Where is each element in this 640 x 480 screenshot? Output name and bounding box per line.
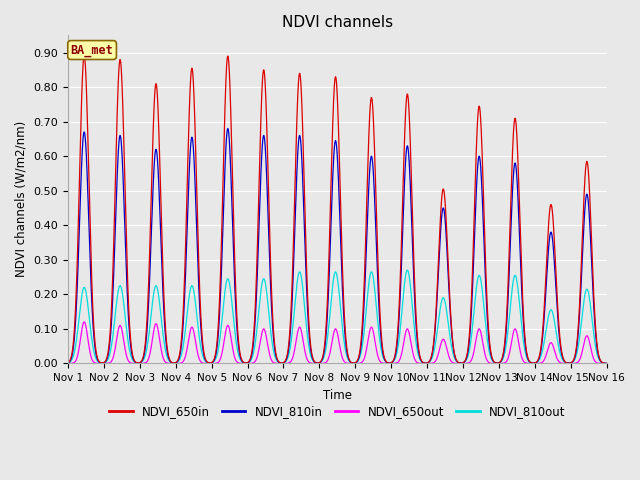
NDVI_650in [174,358,182,363]
NDVI_810in [488,356,496,362]
NDVI_650in [601,360,609,366]
NDVI_650out [603,360,611,366]
NDVI_650out [64,360,72,366]
NDVI_810out [603,360,611,366]
NDVI_650in [488,355,496,360]
NDVI_650out [179,359,187,364]
X-axis label: Time: Time [323,389,352,402]
Legend: NDVI_650in, NDVI_810in, NDVI_650out, NDVI_810out: NDVI_650in, NDVI_810in, NDVI_650out, NDV… [104,401,570,423]
NDVI_810in [173,359,181,364]
NDVI_650out [174,360,182,366]
NDVI_810out [64,360,72,366]
NDVI_810in [64,360,72,366]
NDVI_810in [603,360,611,366]
Y-axis label: NDVI channels (W/m2/nm): NDVI channels (W/m2/nm) [15,121,28,277]
NDVI_650out [266,352,273,358]
Title: NDVI channels: NDVI channels [282,15,393,30]
NDVI_650in [266,231,273,237]
NDVI_810out [266,318,273,324]
Line: NDVI_810in: NDVI_810in [68,129,607,363]
NDVI_810out [173,359,181,365]
NDVI_650in [603,360,611,366]
NDVI_810in [412,314,419,320]
NDVI_810in [601,360,609,366]
Text: BA_met: BA_met [71,44,113,57]
NDVI_810out [601,360,609,366]
NDVI_810out [403,267,411,273]
NDVI_650in [81,53,88,59]
NDVI_810in [179,320,187,326]
NDVI_650out [488,360,496,366]
NDVI_810in [266,260,273,266]
Line: NDVI_810out: NDVI_810out [68,270,607,363]
Line: NDVI_650out: NDVI_650out [68,322,607,363]
NDVI_650in [412,304,419,310]
NDVI_810out [179,343,187,349]
NDVI_650out [601,360,609,366]
NDVI_810out [488,357,496,363]
NDVI_650in [179,306,187,312]
NDVI_650out [412,358,419,364]
NDVI_650in [64,360,72,365]
NDVI_810out [412,336,419,342]
NDVI_810in [224,126,232,132]
Line: NDVI_650in: NDVI_650in [68,56,607,363]
NDVI_650out [81,319,88,325]
